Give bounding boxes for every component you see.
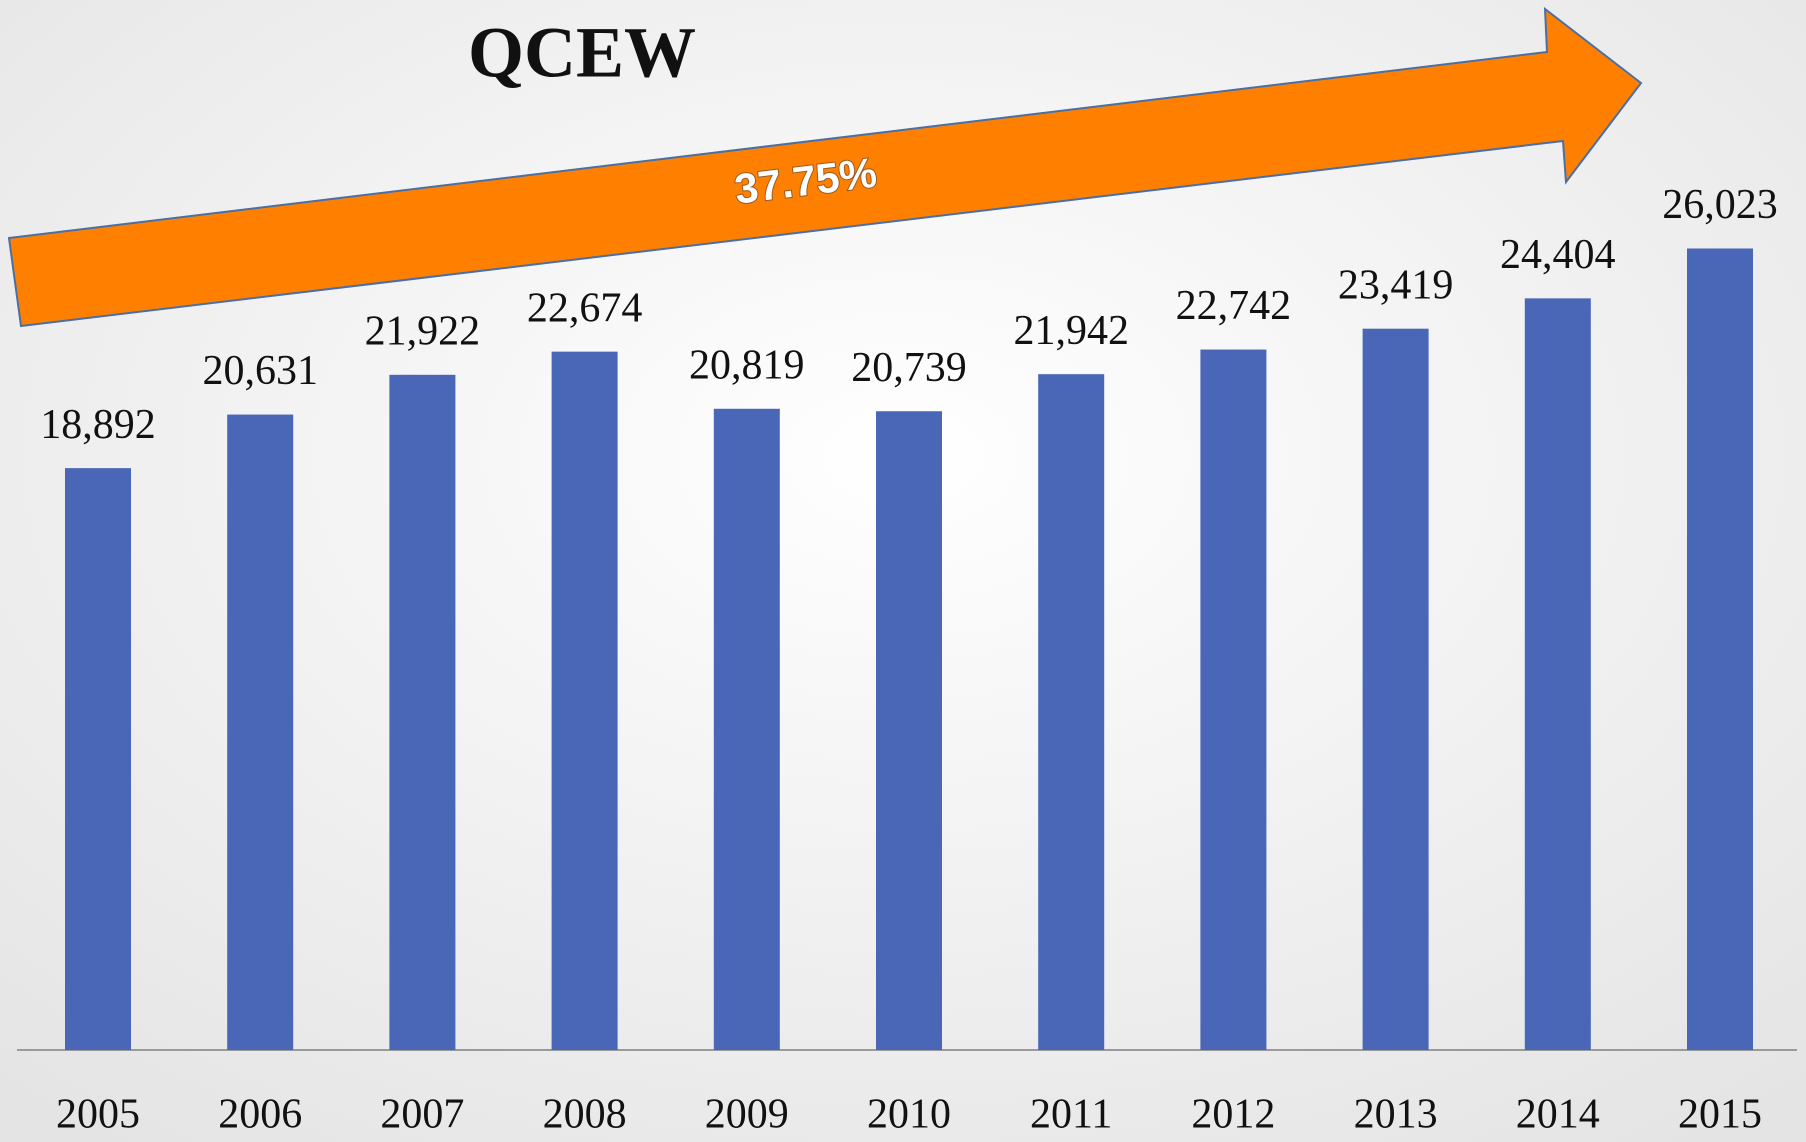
value-label: 24,404 — [1500, 232, 1616, 278]
x-tick-label: 2010 — [867, 1092, 951, 1138]
x-tick-label: 2008 — [543, 1092, 627, 1138]
value-label: 26,023 — [1662, 182, 1778, 228]
arrow-label: 37.75% — [732, 149, 879, 213]
x-tick-label: 2014 — [1516, 1092, 1600, 1138]
value-label: 20,739 — [851, 345, 967, 391]
bar — [1200, 349, 1267, 1050]
value-label: 20,631 — [202, 348, 318, 394]
bar — [65, 468, 131, 1050]
value-label: 20,819 — [689, 342, 805, 388]
value-label: 22,742 — [1176, 283, 1292, 329]
chart-title: QCEW — [468, 13, 696, 93]
x-tick-label: 2011 — [1030, 1092, 1112, 1138]
bar — [1687, 248, 1753, 1051]
bar — [1038, 374, 1105, 1050]
bar — [1524, 298, 1591, 1050]
bar — [227, 414, 294, 1050]
value-label: 21,922 — [365, 308, 481, 354]
bar — [713, 408, 780, 1051]
x-tick-label: 2012 — [1191, 1092, 1275, 1138]
bar — [876, 411, 942, 1051]
x-tick-label: 2006 — [218, 1092, 302, 1138]
x-tick-label: 2009 — [705, 1092, 789, 1138]
x-tick-label: 2015 — [1678, 1092, 1762, 1138]
value-label: 23,419 — [1338, 262, 1454, 308]
bar — [551, 351, 618, 1050]
bar — [389, 374, 456, 1051]
x-tick-label: 2005 — [56, 1092, 140, 1138]
value-label: 18,892 — [40, 402, 156, 448]
growth-arrow — [7, 6, 1643, 328]
value-label: 22,674 — [527, 285, 643, 331]
value-label: 21,942 — [1013, 308, 1129, 354]
x-tick-label: 2007 — [380, 1092, 464, 1138]
x-tick-label: 2013 — [1354, 1092, 1438, 1138]
bar — [1362, 328, 1429, 1050]
